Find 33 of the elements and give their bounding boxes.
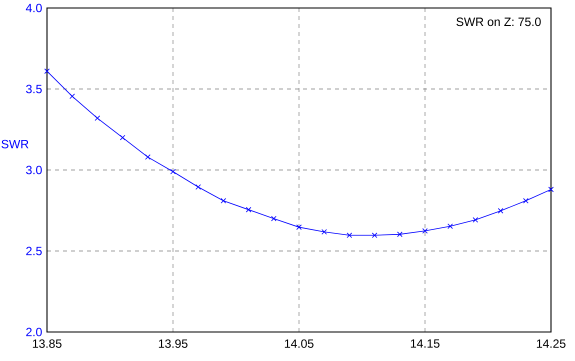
point [271, 216, 277, 222]
point [346, 232, 352, 238]
point [397, 232, 403, 238]
point [44, 68, 50, 74]
x-tick-label: 13.85 [32, 339, 62, 348]
point [170, 168, 176, 174]
point [372, 232, 378, 238]
annotation: SWR on Z: 75.0 [456, 18, 541, 26]
point [548, 186, 554, 192]
point [120, 134, 126, 140]
y-tick-label: 3.5 [26, 84, 42, 94]
x-tick-label: 14.05 [284, 339, 314, 348]
x-tick-label: 14.25 [536, 339, 566, 348]
point [94, 115, 100, 121]
point [447, 223, 453, 229]
point [246, 206, 252, 212]
point [523, 198, 529, 204]
y-axis-title: SWR [2, 140, 28, 148]
x-tick-label: 13.95 [158, 339, 188, 348]
point [498, 208, 504, 214]
point [69, 94, 75, 100]
x-tick-label: 14.15 [410, 339, 440, 348]
y-tick-label: 4.0 [26, 4, 42, 12]
y-tick-label: 2.0 [26, 328, 42, 336]
point [145, 154, 151, 160]
point [296, 224, 302, 230]
point [321, 229, 327, 235]
point [195, 184, 201, 190]
y-tick-label: 3.0 [26, 166, 42, 174]
point [220, 198, 226, 204]
point [422, 228, 428, 234]
point [472, 217, 478, 223]
y-tick-label: 2.5 [26, 246, 42, 256]
